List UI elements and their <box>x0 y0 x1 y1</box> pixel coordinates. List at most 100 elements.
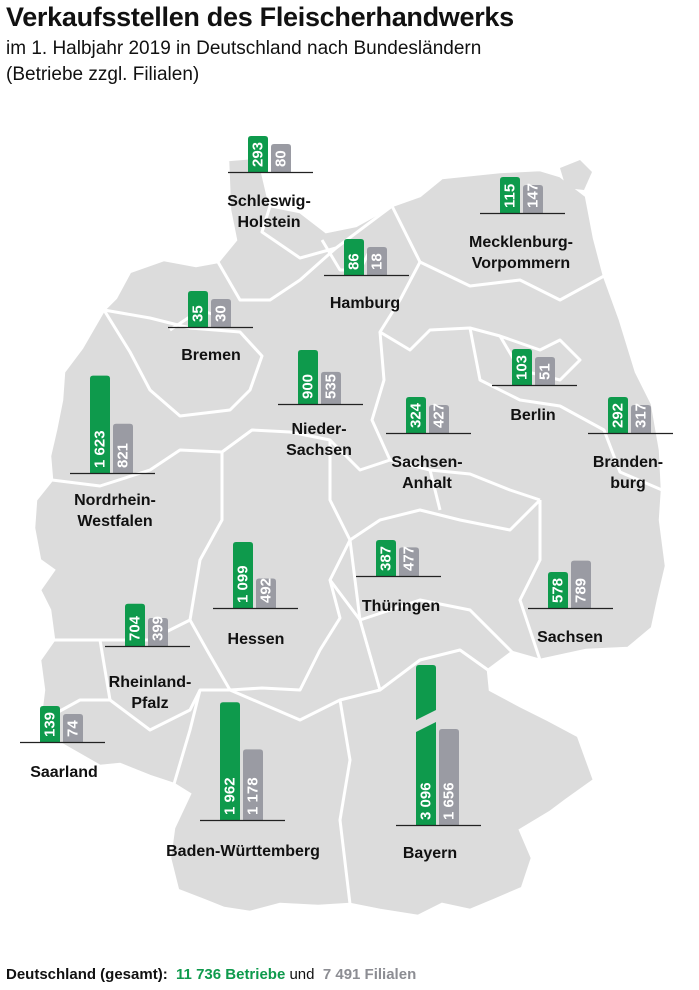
value-label-betriebe: 103 <box>514 355 531 380</box>
map-shapes <box>32 156 668 918</box>
value-label-filialen: 789 <box>573 578 590 603</box>
value-label-betriebe: 86 <box>346 253 363 270</box>
region-label: Rheinland- <box>109 674 192 691</box>
region-label: Hessen <box>228 631 285 648</box>
region-group: 35 30 Bremen <box>168 291 253 364</box>
chart-subtitle: im 1. Halbjahr 2019 in Deutschland nach … <box>6 36 481 88</box>
region-label: Hamburg <box>330 295 400 312</box>
total-summary: Deutschland (gesamt): 11 736 Betriebe un… <box>6 966 416 983</box>
total-und: und <box>289 966 315 983</box>
bar-betriebe <box>40 706 60 742</box>
state-borders <box>39 204 663 905</box>
region-group: 293 80 Schleswig- Holstein <box>227 136 313 231</box>
bar-filialen <box>571 560 591 608</box>
value-label-filialen: 399 <box>150 616 167 641</box>
region-group: 324 427 Sachsen- Anhalt <box>386 397 471 492</box>
bar-betriebe <box>90 375 110 473</box>
region-group: 1 099 492 Hessen <box>213 542 298 648</box>
value-label-betriebe: 387 <box>378 546 395 571</box>
region-group: 578 789 Sachsen <box>528 560 613 646</box>
value-label-betriebe: 139 <box>42 712 59 737</box>
value-label-betriebe: 1 623 <box>92 430 109 468</box>
region-label: Sachsen <box>537 629 603 646</box>
bar-filialen <box>211 299 231 327</box>
region-group: 900 535 Nieder- Sachsen <box>278 350 363 459</box>
bar-betriebe <box>500 177 520 213</box>
bar-filialen <box>271 144 291 172</box>
bar-betriebe <box>608 397 628 433</box>
bar-betriebe <box>298 350 318 404</box>
bar-betriebe <box>548 572 568 608</box>
region-group: 103 51 Berlin <box>492 349 577 424</box>
island-ruegen <box>560 160 592 190</box>
region-label: Vorpommern <box>472 255 570 272</box>
region-label: Mecklenburg- <box>469 234 573 251</box>
bar-filialen <box>429 405 449 433</box>
value-label-filialen: 427 <box>431 403 448 428</box>
value-label-filialen: 74 <box>65 720 82 737</box>
region-label: Sachsen <box>286 442 352 459</box>
region-label: Anhalt <box>402 475 452 492</box>
value-label-filialen: 1 656 <box>441 782 458 820</box>
value-label-betriebe: 324 <box>408 402 425 428</box>
total-filialen: 7 491 Filialen <box>322 966 417 983</box>
value-label-filialen: 1 178 <box>245 777 262 815</box>
region-group: 387 477 Thüringen <box>356 540 441 615</box>
bar-betriebe <box>220 702 240 820</box>
region-label: Nieder- <box>291 421 346 438</box>
bar-filialen <box>535 357 555 385</box>
region-group: 115 147 Mecklenburg- Vorpommern <box>469 177 573 272</box>
value-label-filialen: 80 <box>273 150 290 167</box>
region-group: 139 74 Saarland <box>20 706 105 781</box>
value-label-betriebe: 292 <box>610 403 627 428</box>
value-label-filialen: 535 <box>323 374 340 399</box>
region-label: Saarland <box>30 764 98 781</box>
value-label-betriebe: 3 096 <box>418 782 435 820</box>
bar-filialen <box>113 423 133 473</box>
region-label: Bayern <box>403 845 457 862</box>
chart-title: Verkaufsstellen des Fleischerhandwerks <box>6 2 514 32</box>
value-label-filialen: 492 <box>258 578 275 603</box>
axis-break-marker <box>414 709 438 733</box>
region-label: Branden- <box>593 454 663 471</box>
region-label: Holstein <box>237 214 300 231</box>
value-label-betriebe: 1 099 <box>235 565 252 603</box>
bar-betriebe <box>376 540 396 576</box>
region-group: 3 096 1 656 Bayern <box>396 665 481 862</box>
value-label-filialen: 18 <box>369 253 386 270</box>
value-label-filialen: 477 <box>401 546 418 571</box>
bar-filialen <box>243 749 263 820</box>
bar-betriebe <box>188 291 208 327</box>
bar-filialen <box>523 185 543 213</box>
value-label-betriebe: 1 962 <box>222 777 239 815</box>
bar-betriebe <box>406 397 426 433</box>
region-group: 1 962 1 178 Baden-Württemberg <box>166 702 320 860</box>
bar-filialen <box>631 405 651 433</box>
bar-groups: 293 80 Schleswig- Holstein 115 147 Mecklenburg… <box>20 136 673 862</box>
region-label: Nordrhein- <box>74 492 156 509</box>
region-label: Baden-Württemberg <box>166 843 320 860</box>
region-group: 86 18 Hamburg <box>324 239 409 312</box>
value-label-filialen: 51 <box>537 363 554 380</box>
region-label: burg <box>610 475 646 492</box>
value-label-betriebe: 35 <box>190 305 207 322</box>
value-label-filialen: 317 <box>633 403 650 428</box>
region-label: Bremen <box>181 347 241 364</box>
region-label: Pfalz <box>131 695 168 712</box>
bar-filialen <box>148 618 168 646</box>
total-label: Deutschland (gesamt): <box>6 966 168 983</box>
bar-filialen <box>439 729 459 825</box>
region-label: Schleswig- <box>227 193 311 210</box>
value-label-betriebe: 293 <box>250 142 267 167</box>
value-label-betriebe: 704 <box>127 615 144 641</box>
region-group: 704 399 Rheinland- Pfalz <box>105 603 192 712</box>
bar-betriebe <box>416 665 436 825</box>
subtitle-line-1: im 1. Halbjahr 2019 in Deutschland nach … <box>6 38 482 59</box>
region-label: Sachsen- <box>391 454 462 471</box>
total-betriebe: 11 736 Betriebe <box>176 966 286 983</box>
bar-filialen <box>321 371 341 404</box>
region-label: Berlin <box>510 407 555 424</box>
bar-betriebe <box>233 542 253 608</box>
bar-filialen <box>367 247 387 275</box>
region-group: 292 317 Branden-burg <box>588 397 673 492</box>
